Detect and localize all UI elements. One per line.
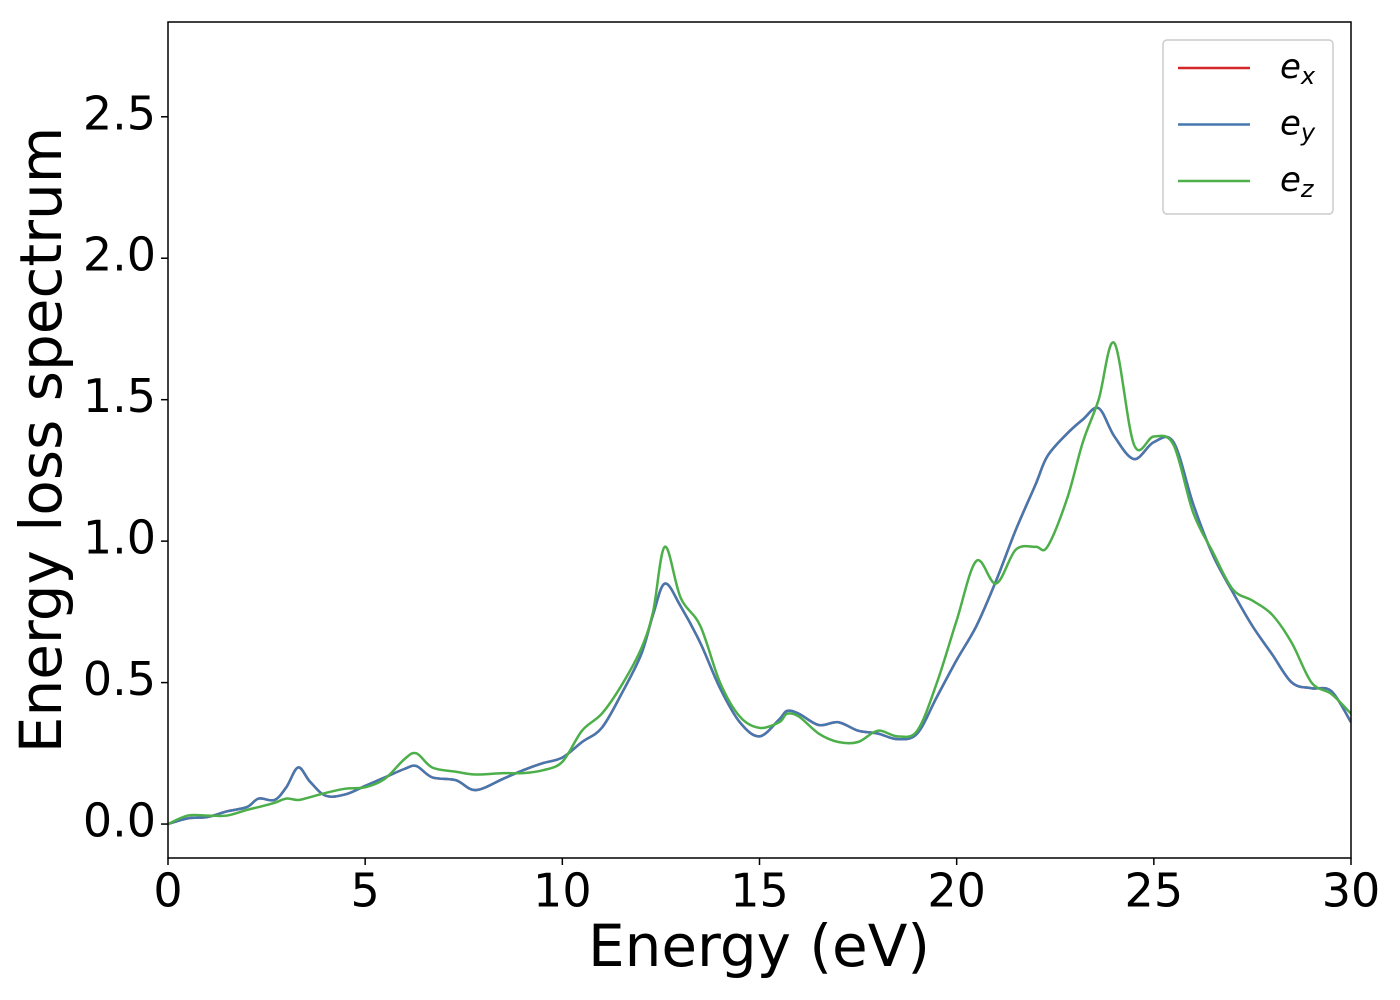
- x-tick-label: 10: [533, 864, 592, 918]
- legend-label: ez: [1280, 160, 1315, 204]
- x-tick-label: 5: [351, 864, 380, 918]
- x-tick-label: 25: [1125, 864, 1184, 918]
- series-line: [168, 406, 1351, 826]
- x-tick-label: 15: [730, 864, 789, 918]
- x-tick-label: 30: [1322, 864, 1381, 918]
- y-tick-label: 1.5: [83, 369, 156, 423]
- y-tick-label: 0.5: [83, 652, 156, 706]
- plot-frame: [167, 21, 1352, 859]
- y-tick-label: 2.0: [83, 228, 156, 282]
- y-tick-label: 0.0: [83, 794, 156, 848]
- x-tick-label: 0: [153, 864, 182, 918]
- legend-label: ex: [1280, 47, 1316, 91]
- y-tick-label: 2.5: [83, 86, 156, 140]
- y-axis-label: Energy loss spectrum: [7, 127, 75, 753]
- legend-label: ey: [1280, 103, 1316, 147]
- series-line: [168, 341, 1351, 826]
- y-tick-label: 1.0: [83, 511, 156, 565]
- series-line: [168, 406, 1351, 826]
- legend-box: [1162, 39, 1334, 215]
- x-axis-label: Energy (eV): [588, 912, 930, 980]
- x-tick-label: 20: [927, 864, 986, 918]
